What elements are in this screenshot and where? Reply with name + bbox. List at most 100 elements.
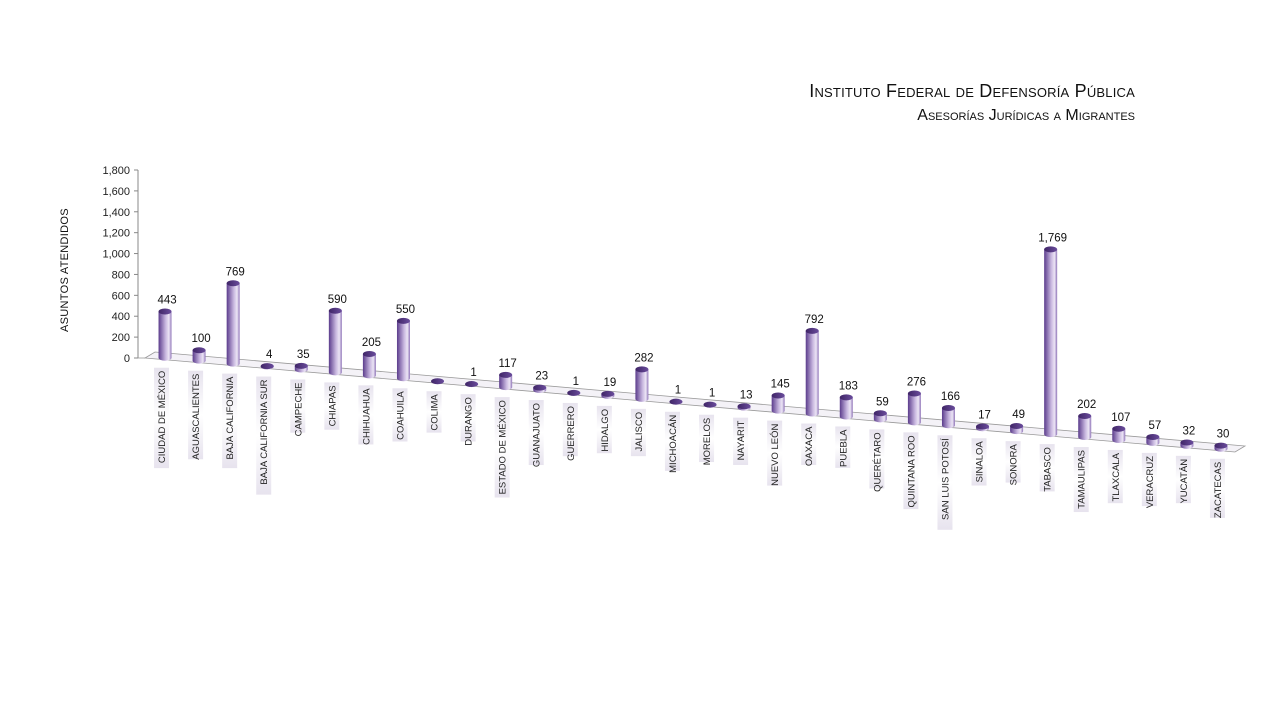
data-label: 30 [1217, 429, 1230, 441]
bar-body [805, 330, 819, 417]
bar [669, 398, 683, 405]
bar-top [158, 308, 172, 315]
bar [465, 381, 479, 388]
bar [1044, 246, 1058, 438]
data-label: 35 [297, 349, 310, 361]
category-label-bg [528, 400, 544, 466]
category-label: GUERRERO [566, 406, 577, 461]
category-label-group: SINALOA [971, 438, 987, 486]
category-label-group: QUINTANA ROO [903, 432, 919, 510]
bar-top [941, 404, 955, 411]
category-label-bg [869, 429, 885, 489]
category-label-group: MORELOS [699, 414, 715, 465]
y-tick-label: 1,200 [102, 228, 130, 240]
category-label-bg [1005, 441, 1021, 483]
category-label: GUANAJUATO [532, 403, 543, 467]
category-label-group: ESTADO DE MÉXICO [494, 397, 510, 498]
category-label-group: GUANAJUATO [528, 400, 544, 467]
category-label-bg [699, 414, 715, 463]
bar-body [499, 374, 513, 391]
category-label: SONORA [1009, 444, 1020, 486]
category-label-group: COAHUILA [392, 388, 408, 442]
bar-body [941, 407, 955, 429]
bar [226, 280, 240, 367]
bar-top [1010, 423, 1024, 430]
bar [567, 389, 581, 396]
category-label-bg [392, 388, 408, 442]
data-label: 1 [470, 367, 476, 379]
category-label: AGUASCALIENTES [191, 374, 202, 460]
data-label: 107 [1111, 412, 1130, 424]
bar [328, 307, 342, 376]
bar-top [907, 390, 921, 397]
category-label: PUEBLA [838, 429, 849, 467]
category-label-group: BAJA CALIFORNIA [222, 373, 238, 469]
bar-top [533, 384, 547, 391]
bar [1112, 425, 1126, 443]
category-label-bg [596, 405, 612, 454]
bar-top [260, 363, 274, 370]
category-label-group: CHIAPAS [324, 382, 340, 430]
category-label-group: BAJA CALIFORNIA SUR [256, 376, 272, 495]
bar-top [737, 403, 751, 410]
category-label-group: PUEBLA [835, 426, 851, 468]
bar-top [226, 280, 240, 287]
bar-body [1044, 249, 1058, 438]
category-label: BAJA CALIFORNIA SUR [259, 379, 270, 484]
category-label: YUCATÁN [1179, 459, 1190, 504]
category-label-bg [630, 408, 646, 457]
category-label: CIUDAD DE MÉXICO [157, 371, 168, 463]
y-tick-label: 1,000 [102, 249, 130, 261]
category-label-bg [1073, 447, 1089, 513]
category-label: SINALOA [975, 441, 986, 483]
category-label-group: SONORA [1005, 441, 1021, 486]
bar-body [839, 397, 853, 420]
category-label: TLAXCALA [1111, 452, 1122, 501]
category-label: COLIMA [430, 394, 441, 431]
data-label: 1 [573, 376, 579, 388]
bar-body [158, 311, 172, 361]
category-label-group: CHIHUAHUA [358, 385, 374, 445]
y-tick-label: 400 [112, 311, 130, 323]
y-tick-label: 200 [112, 332, 130, 344]
bar [839, 394, 853, 420]
y-axis-title: ASUNTOS ATENDIDOS [59, 208, 71, 332]
category-label-group: AGUASCALIENTES [188, 370, 204, 460]
category-label-bg [733, 417, 749, 465]
bar-top [362, 350, 376, 357]
category-label: OAXACA [804, 426, 815, 466]
bar-body [907, 393, 921, 426]
bar-body [396, 320, 410, 382]
data-label: 282 [634, 352, 653, 364]
bar-body [771, 395, 785, 414]
data-label: 17 [978, 409, 991, 421]
category-label: VERACRUZ [1145, 456, 1156, 508]
data-label: 550 [396, 304, 415, 316]
category-label-group: TLAXCALA [1107, 449, 1123, 504]
data-label: 1 [709, 388, 715, 400]
bar [533, 384, 547, 394]
category-label-bg [256, 376, 272, 495]
data-label: 23 [535, 371, 548, 383]
category-label: COAHUILA [395, 391, 406, 440]
category-label-group: COLIMA [426, 391, 442, 433]
bar-top [567, 389, 581, 396]
data-label: 145 [771, 378, 790, 390]
bar-top [465, 381, 479, 388]
chart-title: Instituto Federal de Defensoría Pública [809, 81, 1135, 101]
bar-top [839, 394, 853, 401]
bar [873, 410, 887, 423]
category-label: CAMPECHE [293, 382, 304, 436]
category-label-bg [801, 423, 817, 465]
category-label-bg [358, 385, 374, 445]
category-label-group: ZACATECAS [1209, 458, 1225, 518]
bar-top [703, 401, 717, 408]
category-label: SAN LUIS POTOSÍ [940, 438, 951, 520]
bar-top [192, 347, 206, 354]
category-label-bg [222, 373, 238, 469]
category-label: TABASCO [1043, 447, 1054, 492]
bar [703, 401, 717, 408]
category-label: JALISCO [634, 412, 645, 452]
data-label: 117 [498, 358, 516, 370]
